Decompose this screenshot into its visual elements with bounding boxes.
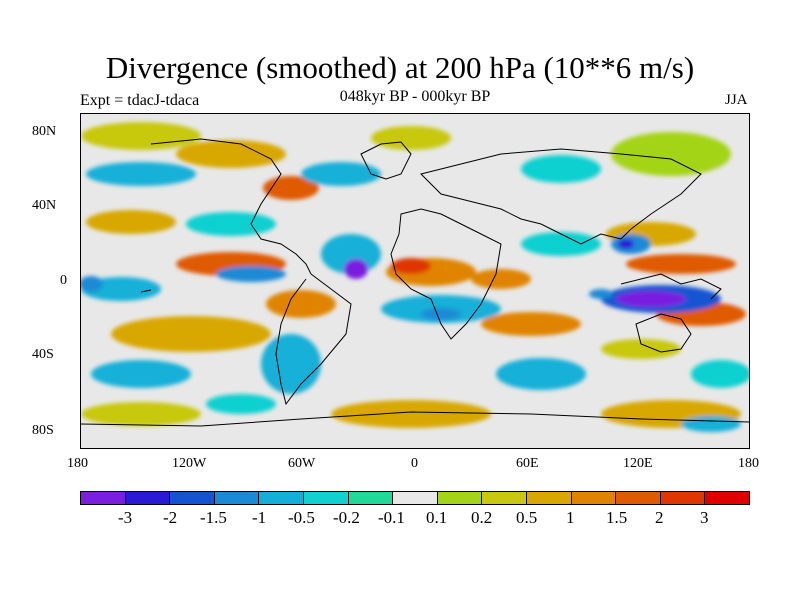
colorbar-swatch xyxy=(170,492,215,504)
y-tick-40n: 40N xyxy=(32,198,57,213)
colorbar-swatch xyxy=(259,492,304,504)
colorbar-label: 0.5 xyxy=(516,508,538,527)
y-tick-0: 0 xyxy=(60,273,67,288)
colorbar-label: 3 xyxy=(700,508,709,527)
colorbar-swatch xyxy=(616,492,661,504)
colorbar-swatch xyxy=(393,492,438,504)
colorbar-swatch xyxy=(303,492,349,504)
colorbar-swatch xyxy=(81,492,126,504)
contour-fills xyxy=(81,122,749,432)
colorbar-label: 2 xyxy=(655,508,664,527)
x-tick-180e: 180 xyxy=(738,456,759,471)
x-tick-180w: 180 xyxy=(67,456,88,471)
y-tick-80n: 80N xyxy=(32,124,57,139)
colorbar-label: 1 xyxy=(566,508,575,527)
y-tick-80s: 80S xyxy=(32,423,54,438)
colorbar-label: -0.5 xyxy=(288,508,315,527)
colorbar-swatch xyxy=(214,492,260,504)
x-tick-60e: 60E xyxy=(516,456,539,471)
colorbar-label: -1 xyxy=(252,508,267,527)
colorbar-label: -1.5 xyxy=(200,508,227,527)
colorbar-swatch xyxy=(571,492,617,504)
colorbar-swatch xyxy=(526,492,572,504)
colorbar-swatch xyxy=(437,492,483,504)
divergence-map xyxy=(80,113,750,449)
colorbar-swatch xyxy=(482,492,527,504)
colorbar xyxy=(80,491,750,505)
page-title: Divergence (smoothed) at 200 hPa (10**6 … xyxy=(105,50,695,85)
colorbar-label: 1.5 xyxy=(606,508,628,527)
colorbar-label: 0.1 xyxy=(426,508,448,527)
colorbar-label: -3 xyxy=(118,508,133,527)
x-tick-120e: 120E xyxy=(623,456,653,471)
map-field xyxy=(81,122,749,432)
y-tick-40s: 40S xyxy=(32,347,54,362)
colorbar-swatch xyxy=(705,492,749,504)
x-tick-60w: 60W xyxy=(288,456,316,471)
period-subtitle: 048kyr BP - 000kyr BP xyxy=(339,88,491,105)
colorbar-swatch xyxy=(660,492,706,504)
experiment-label: Expt = tdacJ-tdaca xyxy=(80,92,200,109)
season-label: JJA xyxy=(725,92,748,108)
colorbar-label: 0.2 xyxy=(471,508,493,527)
colorbar-label: -2 xyxy=(163,508,178,527)
x-tick-0: 0 xyxy=(411,456,418,471)
colorbar-label: -0.1 xyxy=(378,508,405,527)
x-tick-120w: 120W xyxy=(172,456,207,471)
coastlines xyxy=(81,138,749,427)
colorbar-swatch xyxy=(125,492,171,504)
colorbar-label: -0.2 xyxy=(333,508,360,527)
colorbar-swatch xyxy=(348,492,394,504)
